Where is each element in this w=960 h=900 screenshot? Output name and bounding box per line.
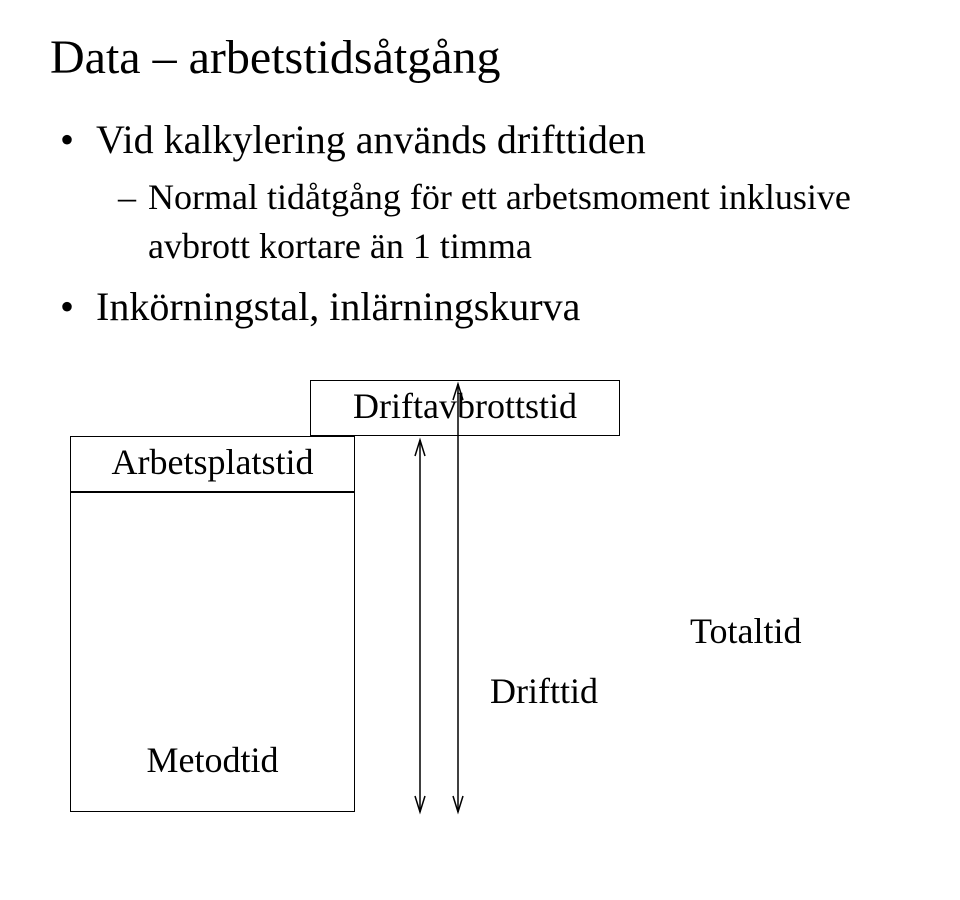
box-metodtid: Metodtid xyxy=(70,492,355,812)
page-title: Data – arbetstidsåtgång xyxy=(50,30,910,85)
time-diagram: Driftavbrottstid Arbetsplatstid Metodtid… xyxy=(50,380,910,880)
box-arbetsplatstid: Arbetsplatstid xyxy=(70,436,355,492)
bullet-2-text: Inkörningstal, inlärningskurva xyxy=(96,284,580,329)
bullet-1-sub-1: Normal tidåtgång för ett arbetsmoment in… xyxy=(118,173,910,270)
box-arbetsplatstid-label: Arbetsplatstid xyxy=(112,441,314,483)
label-totaltid: Totaltid xyxy=(690,610,801,652)
bullet-1-sub-1-text: Normal tidåtgång för ett arbetsmoment in… xyxy=(148,177,851,266)
label-totaltid-text: Totaltid xyxy=(690,611,801,651)
bullet-2: Inkörningstal, inlärningskurva xyxy=(60,280,910,334)
bullet-1-sublist: Normal tidåtgång för ett arbetsmoment in… xyxy=(96,173,910,270)
arrow-totaltid xyxy=(448,384,468,812)
box-metodtid-label: Metodtid xyxy=(147,739,279,781)
bullet-1-text: Vid kalkylering används drifttiden xyxy=(96,117,646,162)
arrow-drifttid xyxy=(410,440,430,812)
bullet-1: Vid kalkylering används drifttiden Norma… xyxy=(60,113,910,270)
label-drifttid-text: Drifttid xyxy=(490,671,598,711)
bullet-list: Vid kalkylering används drifttiden Norma… xyxy=(50,113,910,334)
label-drifttid: Drifttid xyxy=(490,670,598,712)
